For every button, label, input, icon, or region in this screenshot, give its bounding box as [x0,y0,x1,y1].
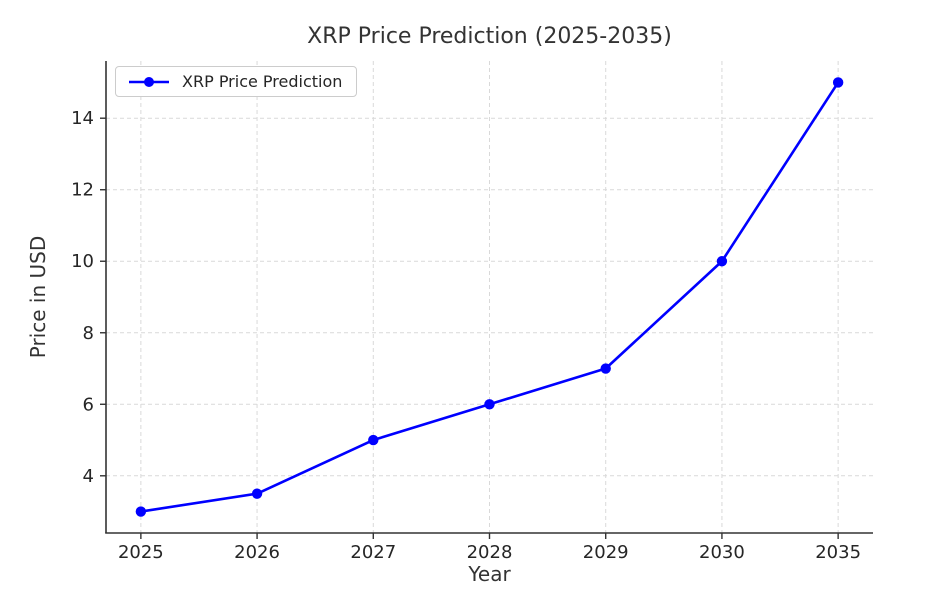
y-tick-label-14: 14 [71,108,94,129]
data-point-2027 [368,434,379,446]
legend-label: XRP Price Prediction [182,72,343,91]
x-tick-label-2028: 2028 [467,542,513,563]
x-tick-label-2035: 2035 [815,542,861,563]
chart-title: XRP Price Prediction (2025-2035) [307,24,672,49]
x-tick-label-2027: 2027 [350,542,396,563]
legend-line-sample [129,76,169,87]
data-point-2025 [135,506,147,517]
y-tick-label-10: 10 [71,251,94,272]
data-point-2030 [716,256,728,267]
y-tick-label-8: 8 [83,323,94,344]
y-tick-label-6: 6 [83,394,94,415]
data-point-2029 [600,363,611,374]
x-tick-label-2029: 2029 [583,542,629,563]
data-point-2035 [832,77,844,88]
data-point-2026 [251,488,263,499]
x-tick-label-2025: 2025 [118,542,164,563]
y-axis-label: Price in USD [26,235,50,359]
y-tick-label-4: 4 [83,466,94,487]
data-point-2028 [484,399,495,410]
x-tick-label-2026: 2026 [234,542,280,563]
x-tick-label-2030: 2030 [699,542,745,563]
y-tick-label-12: 12 [71,180,94,201]
x-axis-label: Year [468,562,511,586]
legend: XRP Price Prediction [115,66,358,97]
